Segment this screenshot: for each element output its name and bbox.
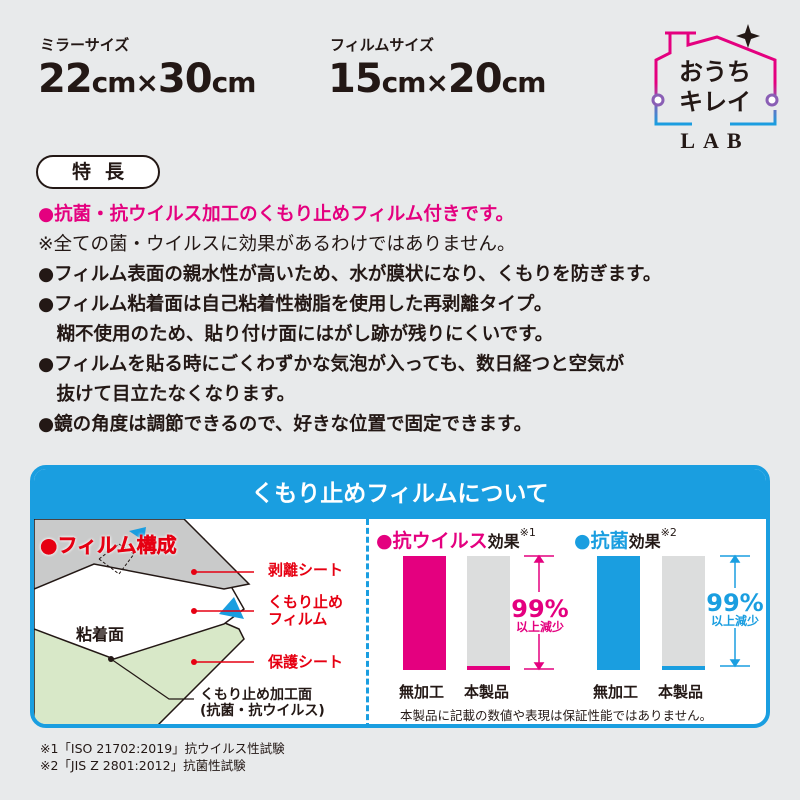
house-logo-icon: おうち キレイ LAB [651, 24, 779, 153]
feature-line: ●フィルム粘着面は自己粘着性樹脂を使用した再剥離タイプ。 [38, 294, 553, 315]
footnote: ※2「JIS Z 2801:2012」抗菌性試験 [40, 758, 246, 773]
feature-line: 糊不使用のため、貼り付け面にはがし跡が残りにくいです。 [38, 324, 554, 345]
svg-text:LAB: LAB [680, 128, 749, 153]
feature-line: ●フィルム表面の親水性が高いため、水が膜状になり、くもりを防ぎます。 [38, 264, 662, 285]
adhesive-surface-label: 粘着面 [76, 625, 125, 644]
antibacterial-untreated-bar [597, 556, 640, 670]
antibacterial-product-bar-bg [662, 556, 705, 670]
features-badge: 特長 [36, 155, 160, 189]
feature-line: ●鏡の角度は調節できるので、好きな位置で固定できます。 [38, 414, 533, 435]
antivirus-product-label: 本製品 [464, 683, 510, 701]
antivirus-reduction-arrow [524, 554, 554, 671]
antivirus-untreated-label: 無加工 [399, 683, 445, 701]
feature-line: ●抗菌・抗ウイルス加工のくもり止めフィルム付きです。 [38, 204, 515, 225]
layer-anti-fog-film: くもり止め フィルム [268, 593, 344, 628]
antibacterial-untreated-label: 無加工 [593, 683, 639, 701]
disclaimer: 本製品に記載の数値や表現は保証性能ではありません。 [400, 708, 713, 723]
film-structure-diagram [34, 519, 254, 724]
layer-release-sheet: 剥離シート [268, 561, 344, 579]
film-size-value: 15cm×20cm [328, 56, 546, 102]
section-divider [366, 519, 369, 724]
footnote: ※1「ISO 21702:2019」抗ウイルス性試験 [40, 741, 285, 756]
ouchi-kirei-lab-logo: おうち キレイ LAB [650, 20, 780, 160]
antibacterial-reduction-arrow [720, 554, 750, 668]
film-size-label: フィルムサイズ [330, 36, 434, 54]
antibacterial-title: ●抗菌効果※2 [574, 526, 677, 552]
layer-protective-sheet: 保護シート [268, 653, 344, 671]
antivirus-product-bar-bg [467, 556, 510, 670]
antibacterial-percent: 99% 以上減少 [705, 589, 765, 628]
antivirus-percent: 99% 以上減少 [510, 595, 570, 634]
antivirus-title: ●抗ウイルス効果※1 [376, 526, 536, 552]
anti-fog-surface-label: くもり止め加工面 (抗菌・抗ウイルス) [200, 687, 325, 719]
antivirus-product-bar [467, 666, 510, 670]
antibacterial-product-label: 本製品 [658, 683, 704, 701]
feature-line: ●フィルムを貼る時にごくわずかな気泡が入っても、数日経つと空気が [38, 354, 625, 375]
antibacterial-product-bar [662, 666, 705, 670]
logo-text: おうち [679, 58, 751, 86]
svg-text:キレイ: キレイ [679, 88, 751, 116]
mirror-size-value: 22cm×30cm [38, 56, 256, 102]
antivirus-untreated-bar [403, 556, 446, 670]
mirror-size-label: ミラーサイズ [40, 36, 130, 54]
feature-note: ※全ての菌・ウイルスに効果があるわけではありません。 [38, 234, 516, 255]
panel-title: くもり止めフィルムについて [34, 469, 766, 519]
feature-line: 抜けて目立たなくなります。 [38, 384, 296, 405]
anti-fog-film-panel: くもり止めフィルムについて ●フィルム構成 剥離シート くもり止め フィルム 保… [30, 465, 770, 728]
structure-title: ●フィルム構成 [40, 533, 177, 558]
